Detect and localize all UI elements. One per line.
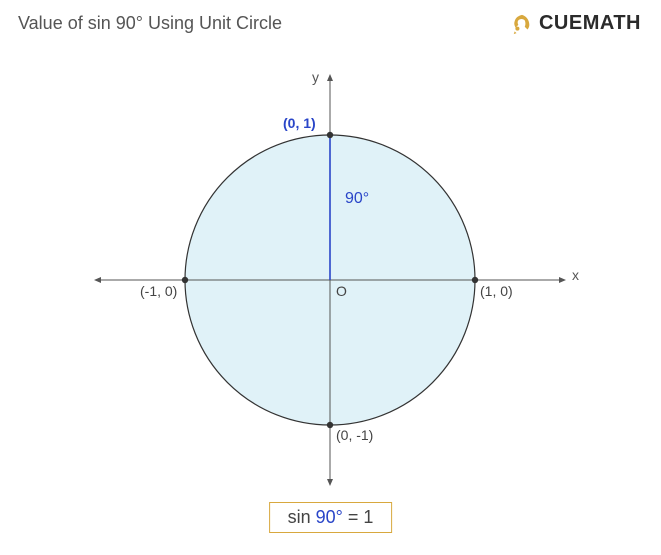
brand-text: CUEMATH bbox=[539, 12, 641, 35]
brand-logo: CUEMATH bbox=[511, 12, 641, 35]
result-suffix: = 1 bbox=[343, 507, 374, 527]
x-axis-label: x bbox=[572, 267, 579, 283]
origin-label: O bbox=[336, 283, 347, 299]
page-title: Value of sin 90° Using Unit Circle bbox=[18, 13, 282, 34]
rocket-icon bbox=[511, 13, 533, 35]
coord-right: (1, 0) bbox=[480, 283, 513, 299]
result-box: sin 90° = 1 bbox=[269, 502, 393, 533]
y-axis-label: y bbox=[312, 69, 319, 85]
coord-left: (-1, 0) bbox=[140, 283, 177, 299]
unit-circle-diagram: y x O (0, 1) (0, -1) (-1, 0) (1, 0) 90° bbox=[0, 55, 661, 495]
coord-bottom: (0, -1) bbox=[336, 427, 373, 443]
header: Value of sin 90° Using Unit Circle CUEMA… bbox=[0, 0, 661, 35]
result-prefix: sin bbox=[288, 507, 316, 527]
result-highlight: 90° bbox=[316, 507, 343, 527]
coord-top: (0, 1) bbox=[283, 115, 316, 131]
point-bottom bbox=[327, 422, 333, 428]
point-left bbox=[182, 277, 188, 283]
angle-label: 90° bbox=[345, 190, 369, 208]
point-top bbox=[327, 132, 333, 138]
point-right bbox=[472, 277, 478, 283]
